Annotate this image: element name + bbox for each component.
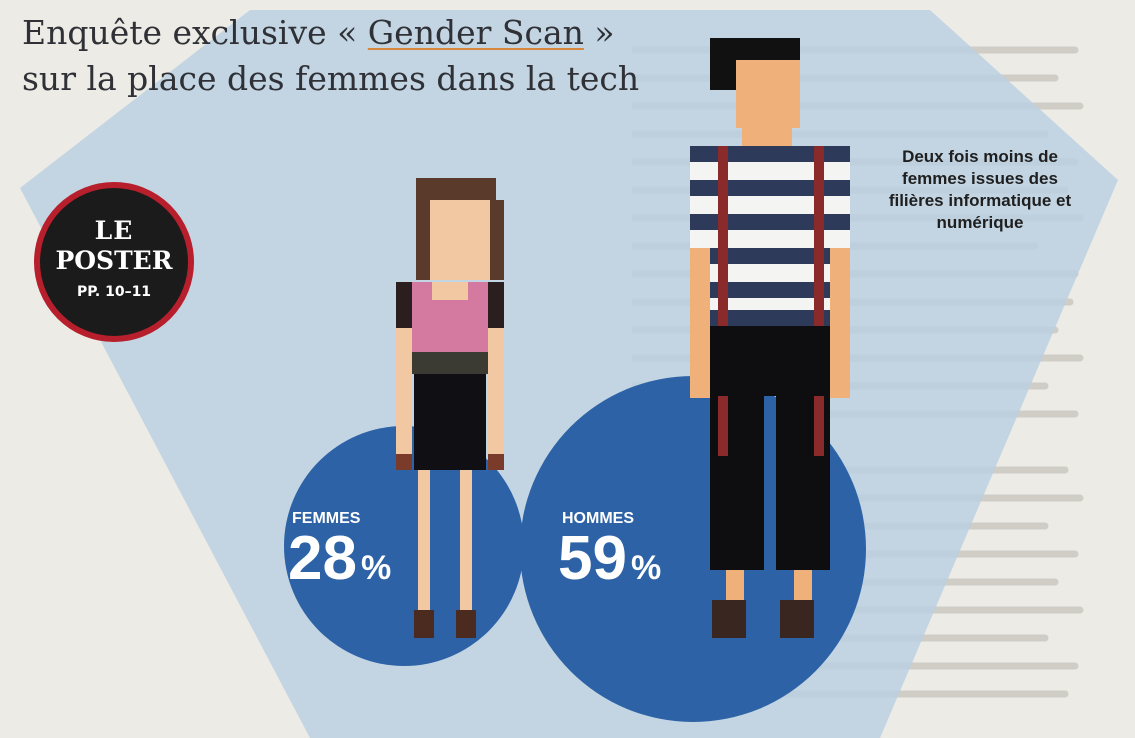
title-prefix: Enquête exclusive «: [22, 13, 368, 52]
badge-line-2: POSTER: [55, 246, 173, 275]
women-percent-sign: %: [360, 549, 392, 587]
men-stat-value: 59%: [558, 528, 661, 599]
title-line-1: Enquête exclusive « Gender Scan »: [22, 10, 639, 56]
badge-line-1: LE: [94, 216, 134, 245]
men-stat-label: HOMMES: [562, 510, 634, 527]
page-title: Enquête exclusive « Gender Scan » sur la…: [22, 10, 639, 102]
men-percent-sign: %: [630, 549, 662, 587]
woman-pixel-figure: [396, 178, 504, 638]
title-highlight: Gender Scan: [367, 13, 584, 52]
poster-badge[interactable]: LE POSTER PP. 10–11: [34, 182, 194, 342]
women-stat-value: 28%: [288, 528, 391, 599]
callout-note: Deux fois moins de femmes issues des fil…: [888, 147, 1072, 232]
women-percentage: 28: [288, 524, 357, 593]
men-percentage: 59: [558, 524, 627, 593]
women-stat-label: FEMMES: [292, 510, 361, 527]
badge-pages: PP. 10–11: [76, 284, 152, 300]
man-pixel-figure: [690, 38, 850, 638]
title-line-2: sur la place des femmes dans la tech: [22, 59, 640, 98]
title-suffix: »: [583, 13, 615, 52]
